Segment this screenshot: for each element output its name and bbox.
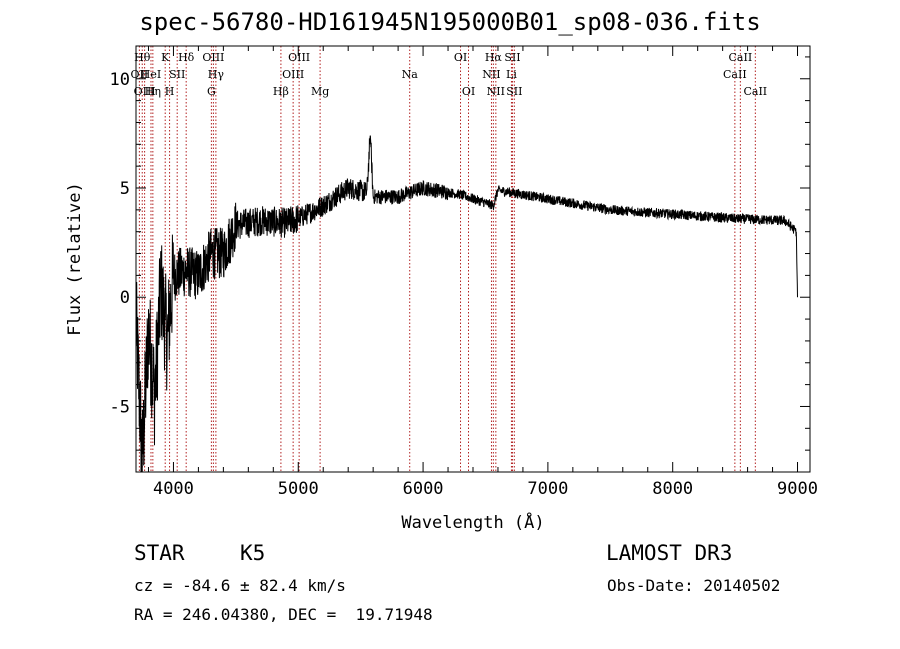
spectral-line-label: OIII — [134, 85, 156, 98]
y-axis-label: Flux (relative) — [65, 182, 85, 336]
y-tick-label: 10 — [110, 70, 130, 90]
x-tick-label: 4000 — [153, 479, 194, 499]
spectral-line-label: Hα — [485, 51, 503, 64]
spectral-line-label: NII — [482, 68, 500, 81]
spectral-line-label: CaII — [729, 51, 753, 64]
spectral-line-label: Hγ — [208, 68, 225, 81]
spectral-line-label: Hβ — [273, 85, 289, 98]
spectral-line-label: OIII — [288, 51, 310, 64]
spectral-line-label: NII — [487, 85, 505, 98]
spectral-line-labels: OII Hθ OIII HeI Hη K H SII Hδ OIII Hγ G Hβ OIII OIII Mg… — [131, 51, 768, 98]
x-tick-label: 5000 — [278, 479, 319, 499]
spectral-line-label: HeI — [141, 68, 161, 81]
x-tick-label: 8000 — [652, 479, 693, 499]
object-class: STAR — [134, 541, 185, 565]
spectral-line-markers — [138, 46, 756, 472]
spectral-line-label: OI — [462, 85, 475, 98]
redshift-value: cz = -84.6 ± 82.4 km/s — [134, 576, 346, 595]
object-subclass: K5 — [240, 541, 266, 565]
spectral-line-label: CaII — [723, 68, 747, 81]
plot-frame — [135, 45, 811, 473]
spectral-line-label: SII — [169, 68, 185, 81]
y-tick-label: -5 — [110, 397, 130, 417]
observation-date: Obs-Date: 20140502 — [607, 576, 781, 595]
spectral-line-label: Na — [402, 68, 419, 81]
x-tick-label: 9000 — [777, 479, 818, 499]
x-tick-label: 7000 — [527, 479, 568, 499]
spectral-line-label: K — [161, 51, 170, 64]
spectral-line-label: OIII — [282, 68, 304, 81]
spectrum-series-line — [135, 135, 798, 473]
axis-tick-labels: 4000 5000 6000 7000 8000 9000 -5 0 5 10 — [110, 70, 818, 499]
chart-title: spec-56780-HD161945N195000B01_sp08-036.f… — [139, 8, 761, 36]
spectral-line-label: OII — [131, 68, 149, 81]
y-tick-label: 5 — [120, 179, 130, 199]
spectral-line-label: Mg — [311, 85, 329, 98]
y-tick-label: 0 — [120, 288, 130, 308]
spectral-line-label: Hδ — [178, 51, 195, 64]
survey-name: LAMOST DR3 — [606, 541, 733, 565]
spectral-line-label: H — [165, 85, 175, 98]
spectral-line-label: SII — [504, 51, 520, 64]
spectral-line-label: Hη — [145, 85, 161, 98]
spectral-line-label: SII — [506, 85, 522, 98]
spectral-line-label: OI — [454, 51, 467, 64]
spectral-line-label: Li — [506, 68, 517, 81]
spectral-line-label: Hθ — [134, 51, 151, 64]
coordinates: RA = 246.04380, DEC = 19.71948 — [134, 605, 433, 624]
spectral-line-label: G — [207, 85, 216, 98]
x-tick-label: 6000 — [403, 479, 444, 499]
x-axis-label: Wavelength (Å) — [401, 511, 544, 533]
axis-ticks — [136, 46, 810, 472]
spectral-line-label: OIII — [202, 51, 224, 64]
spectral-line-label: CaII — [743, 85, 767, 98]
